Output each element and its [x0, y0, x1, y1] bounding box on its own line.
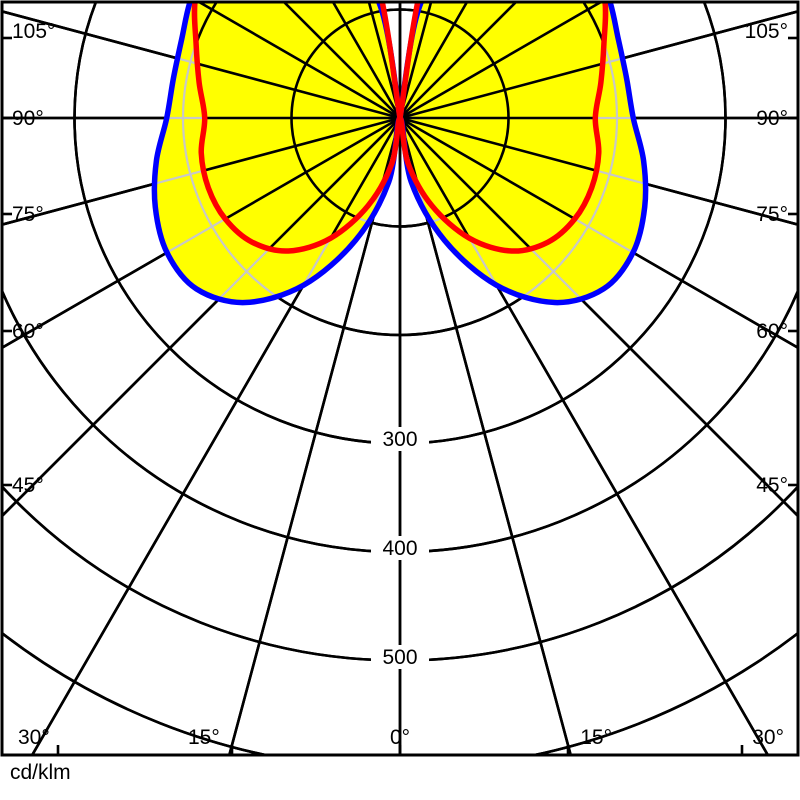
radial-label-400: 400 — [382, 537, 417, 560]
angle-label-left-60: 60° — [12, 320, 44, 343]
outer-angular-spoke-15 — [398, 116, 599, 755]
radial-label-300-bg — [371, 427, 429, 451]
angle-label-right-45: 45° — [756, 474, 788, 497]
angle-label-left-75: 75° — [12, 203, 44, 226]
outer-angular-spoke-60 — [398, 116, 798, 500]
luminous-intensity-fill — [154, 2, 646, 303]
angle-label-right-105: 105° — [745, 20, 788, 43]
frame-tick-marks — [2, 36, 798, 755]
outer-angular-spoke--120 — [2, 2, 402, 120]
radial-value-labels: 300 400 500 — [371, 427, 429, 669]
angle-labels-left: 105° 90° 75° 60° 45° 30° 15° — [12, 20, 220, 749]
outer-angular-spoke-30 — [398, 116, 782, 755]
outer-angular-spoke--15 — [201, 116, 402, 755]
radial-label-300: 300 — [382, 428, 417, 451]
outer-angular-spoke--45 — [2, 116, 402, 657]
outer-angular-spoke--105 — [2, 2, 402, 120]
angle-label-right-90: 90° — [756, 107, 788, 130]
outer-angular-spoke-150 — [398, 2, 782, 120]
angle-label-bottom-right-30: 30° — [752, 726, 784, 749]
outer-angular-spoke--30 — [18, 116, 402, 755]
outer-angular-spoke--75 — [2, 116, 402, 317]
outer-angular-spoke-75 — [398, 116, 798, 317]
angle-label-bottom-left-30: 30° — [18, 726, 50, 749]
angle-label-bottom-left-15: 15° — [188, 726, 220, 749]
outer-angular-spoke--60 — [2, 116, 402, 500]
angle-label-left-105: 105° — [12, 20, 55, 43]
radial-label-500: 500 — [382, 646, 417, 669]
curve-c90-c270 — [191, 2, 609, 254]
angle-labels-right: 105° 90° 75° 60° 45° 30° 15° — [580, 20, 788, 749]
angle-label-left-45: 45° — [12, 474, 44, 497]
angle-label-left-90: 90° — [12, 107, 44, 130]
radial-label-400-bg — [371, 536, 429, 560]
angle-label-bottom-center-0: 0° — [390, 726, 410, 749]
unit-label: cd/klm — [10, 761, 71, 784]
outer-angular-spoke--150 — [18, 2, 402, 120]
outer-angular-spoke-135 — [398, 2, 798, 120]
outer-angular-spoke-105 — [398, 2, 798, 120]
outer-angular-spoke-45 — [398, 116, 798, 657]
angle-label-right-60: 60° — [756, 320, 788, 343]
radial-label-500-bg — [371, 645, 429, 669]
outer-angular-spoke--135 — [2, 2, 402, 120]
outer-angular-spoke-120 — [398, 2, 798, 120]
angle-label-bottom-right-15: 15° — [580, 726, 612, 749]
angle-label-right-75: 75° — [756, 203, 788, 226]
